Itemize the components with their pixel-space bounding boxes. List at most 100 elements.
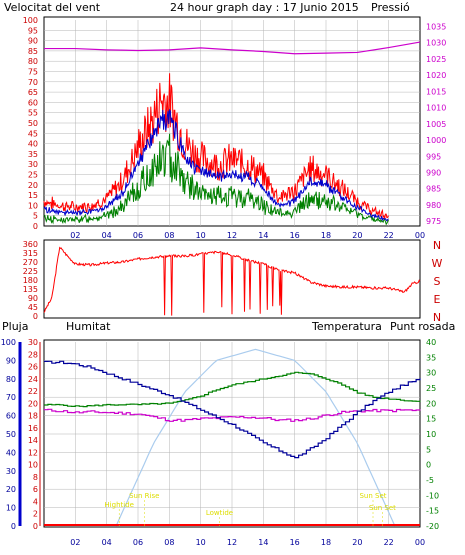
panel1-ticks: 0510152025303540455055606570758085909510…	[23, 16, 447, 231]
x-tick-bottom-14: 14	[258, 538, 268, 547]
compass-s-2: S	[434, 275, 441, 288]
x-tick-top-02: 02	[70, 231, 80, 240]
dir-tick-45: 45	[28, 303, 38, 312]
x-tick-bottom-10: 10	[196, 538, 206, 547]
pressure-tick-1015: 1015	[426, 87, 446, 96]
pressure-tick-990: 990	[426, 168, 441, 177]
humidity-line	[44, 360, 421, 459]
annotation-sun-set-4: Sun Set	[359, 492, 386, 500]
temp-tick-25: 25	[426, 384, 436, 393]
dir-tick-360: 360	[23, 240, 38, 249]
rain-tick-2: 2	[33, 510, 38, 519]
wind-tick-35: 35	[28, 150, 38, 159]
temp-tick-10: 10	[426, 430, 436, 439]
graph-title: 24 hour graph day : 17 Junio 2015	[170, 1, 359, 14]
wind-low-line	[43, 133, 389, 226]
temp-tick-5: 5	[426, 445, 431, 454]
temperature-line	[44, 371, 421, 408]
annotation-sun-rise-0: Sun Rise	[129, 492, 159, 500]
x-tick-top-16: 16	[290, 231, 300, 240]
panel2-frame	[43, 239, 421, 319]
rain-tick-6: 6	[33, 485, 38, 494]
panel1-series	[43, 41, 421, 226]
wind-tick-65: 65	[28, 88, 38, 97]
pressure-tick-1010: 1010	[426, 104, 446, 113]
humidity-tick-10: 10	[6, 504, 16, 513]
compass-n-4: N	[433, 311, 441, 324]
rain-tick-14: 14	[28, 436, 38, 445]
pressure-tick-980: 980	[426, 201, 441, 210]
panel3-ticks: 0102030405060708090100024681012141618202…	[1, 338, 439, 531]
wind-tick-90: 90	[28, 37, 38, 46]
x-tick-top-20: 20	[352, 231, 362, 240]
rain-tick-26: 26	[28, 363, 38, 372]
pressure-line	[44, 41, 421, 55]
compass-e-3: E	[434, 293, 441, 306]
wind-tick-40: 40	[28, 140, 38, 149]
wind-tick-15: 15	[28, 191, 38, 200]
x-tick-bottom-08: 08	[164, 538, 174, 547]
wind-tick-95: 95	[28, 26, 38, 35]
rain-tick-10: 10	[28, 461, 38, 470]
x-tick-bottom-04: 04	[102, 538, 112, 547]
panel3-series	[44, 348, 421, 527]
x-tick-top-10: 10	[196, 231, 206, 240]
wind-tick-20: 20	[28, 181, 38, 190]
wind-tick-45: 45	[28, 129, 38, 138]
wind-tick-55: 55	[28, 109, 38, 118]
x-axis-labels: 02 02 04 04 06 06 08 08 10 10 12 12 14 14 16 16 18 18 20 20…	[70, 231, 425, 547]
x-tick-bottom-16: 16	[290, 538, 300, 547]
x-tick-top-04: 04	[102, 231, 112, 240]
temp-tick-40: 40	[426, 338, 436, 347]
wind-pressure-panel: 0510152025303540455055606570758085909510…	[23, 16, 447, 231]
pressure-tick-1005: 1005	[426, 120, 446, 129]
pressure-tick-1000: 1000	[426, 136, 446, 145]
x-tick-top-06: 06	[133, 231, 143, 240]
pressure-tick-1030: 1030	[426, 39, 446, 48]
rain-tick-16: 16	[28, 424, 38, 433]
pressure-tick-1035: 1035	[426, 22, 446, 31]
humidity-tick-50: 50	[6, 430, 16, 439]
pressure-tick-1025: 1025	[426, 55, 446, 64]
rain-tick-18: 18	[28, 412, 38, 421]
dir-tick-90: 90	[28, 294, 38, 303]
x-tick-top-08: 08	[164, 231, 174, 240]
rain-tick-20: 20	[28, 399, 38, 408]
temp-tick--10: -10	[426, 491, 439, 500]
x-tick-bottom-06: 06	[133, 538, 143, 547]
wind-tick-60: 60	[28, 98, 38, 107]
rain-tick-0: 0	[33, 522, 38, 531]
dir-tick-0: 0	[33, 312, 38, 321]
annotation-sun-set-1: Sun Set	[369, 504, 396, 512]
wind-tick-75: 75	[28, 68, 38, 77]
temp-tick-15: 15	[426, 415, 436, 424]
temp-tick-0: 0	[426, 461, 431, 470]
rain-tick-4: 4	[33, 497, 38, 506]
panel3-frame	[43, 339, 421, 528]
compass-w-1: W	[432, 257, 443, 270]
humidity-tick-40: 40	[6, 448, 16, 457]
temp-tick--20: -20	[426, 522, 439, 531]
x-tick-bottom-18: 18	[321, 538, 331, 547]
rain-tick-28: 28	[28, 350, 38, 359]
x-tick-bottom-22: 22	[384, 538, 394, 547]
wind-tick-0: 0	[33, 222, 38, 231]
x-tick-bottom-12: 12	[227, 538, 237, 547]
humidity-tick-60: 60	[6, 412, 16, 421]
dir-tick-270: 270	[23, 258, 38, 267]
humidity-tick-20: 20	[6, 485, 16, 494]
wind-tick-5: 5	[33, 212, 38, 221]
humidity-tick-90: 90	[6, 356, 16, 365]
wind-tick-25: 25	[28, 171, 38, 180]
wind-tick-85: 85	[28, 47, 38, 56]
x-tick-top-00: 00	[415, 231, 425, 240]
temp-tick--15: -15	[426, 507, 439, 516]
dir-tick-315: 315	[23, 249, 38, 258]
humidity-tick-70: 70	[6, 393, 16, 402]
x-tick-bottom-00: 00	[415, 538, 425, 547]
panel3-annotations: Sun Rise Sun Set Lowtide Hightide Sun Set	[104, 492, 396, 526]
temperature-label: Temperatura	[311, 320, 382, 333]
